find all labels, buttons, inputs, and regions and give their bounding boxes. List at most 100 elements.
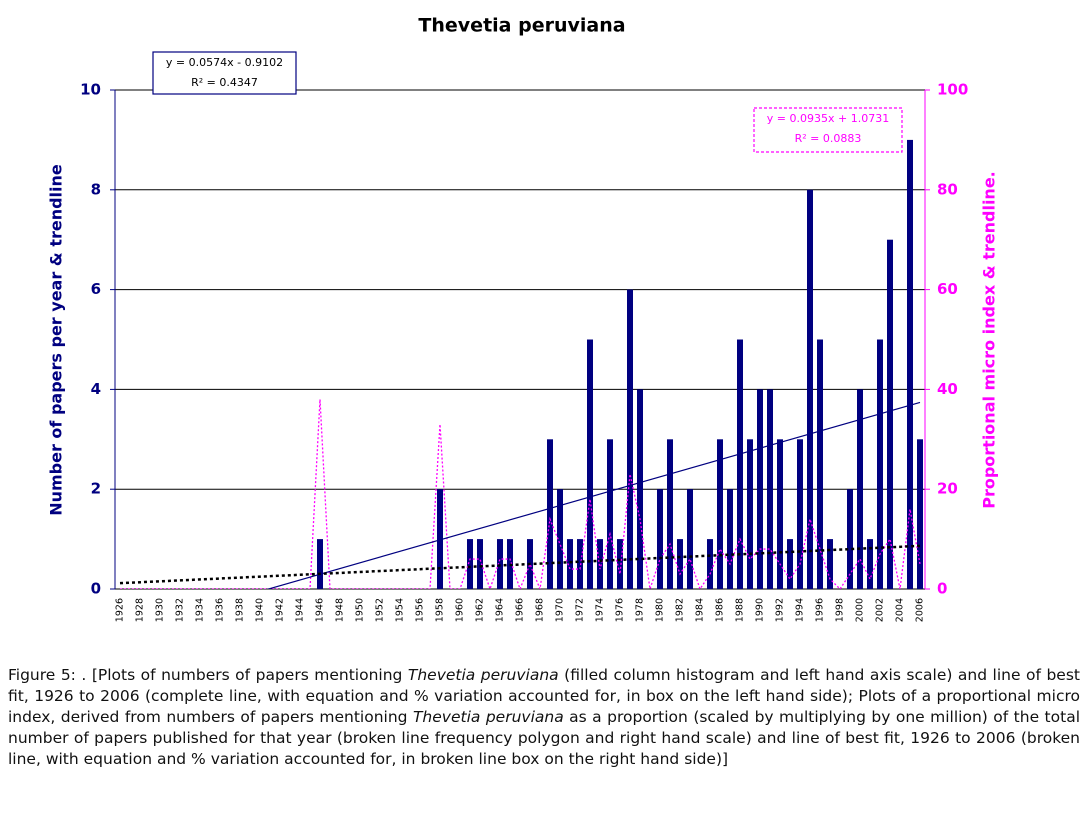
bar (867, 539, 873, 589)
bar (887, 239, 893, 589)
bar (317, 539, 323, 589)
bar (827, 539, 833, 589)
bar (807, 189, 813, 589)
caption: Figure 5: . [Plots of numbers of papers … (8, 665, 1080, 770)
bar (577, 539, 583, 589)
y-tick-label: 8 (91, 180, 101, 198)
bar (907, 139, 913, 589)
caption-italic: Thevetia peruviana (407, 666, 559, 684)
x-tick-label: 1968 (535, 598, 546, 622)
x-tick-label: 1998 (835, 598, 846, 622)
caption-italic: Thevetia peruviana (412, 708, 564, 726)
x-tick-label: 1960 (455, 598, 466, 622)
equation: y = 0.0574x - 0.9102 (166, 56, 283, 69)
x-tick-label: 1954 (395, 598, 406, 622)
x-tick-label: 1964 (495, 598, 506, 622)
x-tick-label: 1948 (335, 598, 346, 622)
x-tick-label: 1940 (255, 598, 266, 622)
x-tick-label: 1980 (655, 598, 666, 622)
x-tick-label: 1944 (295, 598, 306, 622)
caption-text: as a proportion (scaled by multiplying b… (8, 708, 1080, 768)
bar (497, 539, 503, 589)
bar (797, 439, 803, 589)
bar (667, 439, 673, 589)
x-tick-label: 2002 (875, 598, 886, 622)
x-tick-label: 1978 (635, 598, 646, 622)
bar (567, 539, 573, 589)
x-tick-label: 1984 (695, 598, 706, 622)
x-tick-label: 1976 (615, 598, 626, 622)
x-tick-label: 1982 (675, 598, 686, 622)
x-tick-label: 2004 (895, 598, 906, 622)
bar (707, 539, 713, 589)
x-tick-label: 1956 (415, 598, 426, 622)
x-tick-label: 1946 (315, 598, 326, 622)
x-tick-label: 1992 (775, 598, 786, 622)
bar (677, 539, 683, 589)
x-tick-label: 1930 (155, 598, 166, 622)
y-tick-label: 10 (80, 81, 101, 99)
y-tick-label: 6 (91, 280, 101, 298)
equation: y = 0.0935x + 1.0731 (767, 112, 889, 125)
equation-box (753, 107, 903, 153)
x-tick-label: 1970 (555, 598, 566, 622)
x-tick-label: 1934 (195, 598, 206, 622)
x-tick-label: 1972 (575, 598, 586, 622)
bar (557, 489, 563, 589)
bar (727, 489, 733, 589)
bar (607, 439, 613, 589)
chart-title: Thevetia peruviana (418, 15, 625, 37)
x-tick-label: 1974 (595, 598, 606, 622)
bar (437, 489, 443, 589)
x-tick-label: 1988 (735, 598, 746, 622)
bar (477, 539, 483, 589)
bar (777, 439, 783, 589)
x-tick-label: 1938 (235, 598, 246, 622)
bar (767, 389, 773, 589)
y2-axis-label: Proportional micro index & trendline. (980, 171, 999, 509)
x-tick-label: 1952 (375, 598, 386, 622)
x-tick-label: 1962 (475, 598, 486, 622)
bar (467, 539, 473, 589)
x-tick-label: 2006 (915, 598, 926, 622)
bar (737, 339, 743, 589)
plot (119, 139, 923, 589)
y2-tick-label: 100 (937, 81, 968, 99)
x-tick-label: 1950 (355, 598, 366, 622)
x-tick-label: 1986 (715, 598, 726, 622)
y-tick-label: 2 (91, 480, 101, 498)
bar (747, 439, 753, 589)
bar (657, 489, 663, 589)
bar (857, 389, 863, 589)
chart: Thevetia peruviana Number of papers per … (47, 15, 999, 623)
y2-tick-label: 0 (937, 580, 947, 598)
equation-box (152, 51, 297, 95)
x-tick-label: 1966 (515, 598, 526, 622)
bar (787, 539, 793, 589)
bar (637, 389, 643, 589)
bar (847, 489, 853, 589)
x-tick-label: 1996 (815, 598, 826, 622)
x-tick-label: 1932 (175, 598, 186, 622)
bar (817, 339, 823, 589)
x-tick-label: 1994 (795, 598, 806, 622)
y2-tick-label: 60 (937, 280, 958, 298)
bar (587, 339, 593, 589)
x-tick-label: 1936 (215, 598, 226, 622)
y-axis-label: Number of papers per year & trendline (47, 164, 66, 516)
y2-tick-label: 20 (937, 480, 958, 498)
trendline (266, 401, 921, 589)
trendline (119, 544, 921, 585)
bar (687, 489, 693, 589)
bar (917, 439, 923, 589)
y2-tick-label: 80 (937, 180, 958, 198)
x-tick-label: 1926 (115, 598, 126, 622)
caption-text: Figure 5: . [Plots of numbers of papers … (8, 666, 408, 684)
r-squared: R² = 0.0883 (795, 132, 862, 145)
x-tick-label: 2000 (855, 598, 866, 622)
bar (627, 289, 633, 589)
x-tick-label: 1990 (755, 598, 766, 622)
x-tick-label: 1928 (135, 598, 146, 622)
bar (717, 439, 723, 589)
y-tick-label: 4 (91, 380, 101, 398)
